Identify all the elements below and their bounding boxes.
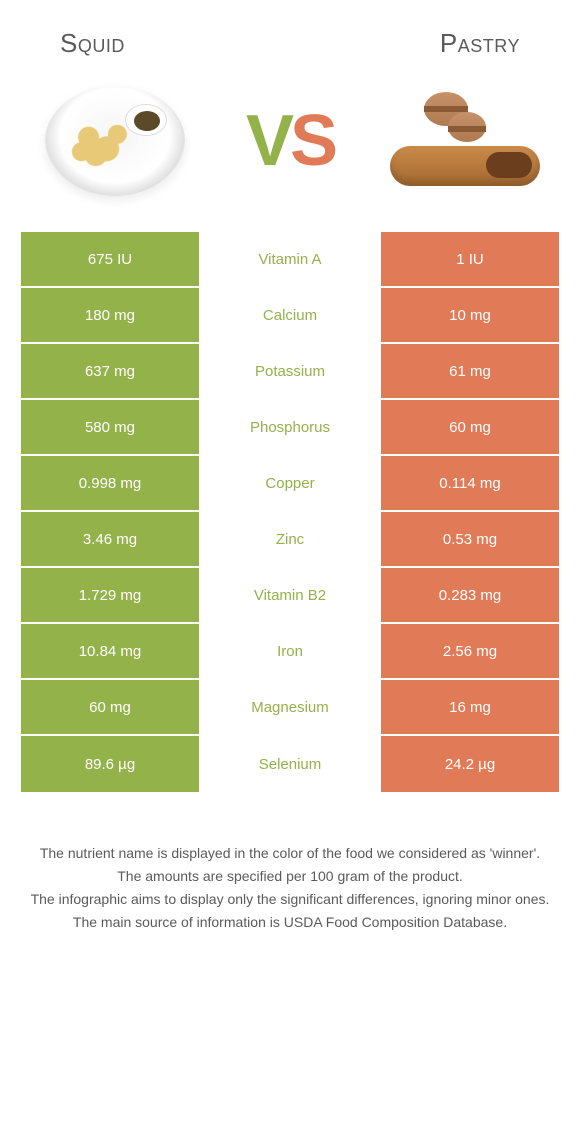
table-row: 0.998 mgCopper0.114 mg xyxy=(21,456,559,512)
table-row: 675 IUVitamin A1 IU xyxy=(21,232,559,288)
right-value-cell: 24.2 µg xyxy=(381,736,559,792)
nutrient-name-cell: Selenium xyxy=(201,736,381,792)
left-value-cell: 580 mg xyxy=(21,400,201,454)
vs-badge: VS xyxy=(246,100,334,182)
left-food-image xyxy=(40,81,190,201)
left-value-cell: 637 mg xyxy=(21,344,201,398)
footer-line-1: The nutrient name is displayed in the co… xyxy=(30,843,550,864)
nutrient-name-cell: Phosphorus xyxy=(201,400,381,454)
footer-line-2: The amounts are specified per 100 gram o… xyxy=(30,866,550,887)
table-row: 1.729 mgVitamin B20.283 mg xyxy=(21,568,559,624)
vs-letter-s: S xyxy=(290,100,334,182)
squid-plate-icon xyxy=(45,86,185,196)
right-value-cell: 60 mg xyxy=(381,400,559,454)
left-food-title: Squid xyxy=(60,28,125,59)
nutrient-name-cell: Magnesium xyxy=(201,680,381,734)
footer-notes: The nutrient name is displayed in the co… xyxy=(30,843,550,933)
nutrient-name-cell: Copper xyxy=(201,456,381,510)
nutrient-name-cell: Iron xyxy=(201,624,381,678)
nutrient-name-cell: Calcium xyxy=(201,288,381,342)
right-value-cell: 1 IU xyxy=(381,232,559,286)
left-value-cell: 10.84 mg xyxy=(21,624,201,678)
image-row: VS xyxy=(0,71,580,231)
table-row: 3.46 mgZinc0.53 mg xyxy=(21,512,559,568)
nutrient-name-cell: Vitamin B2 xyxy=(201,568,381,622)
table-row: 637 mgPotassium61 mg xyxy=(21,344,559,400)
table-row: 10.84 mgIron2.56 mg xyxy=(21,624,559,680)
table-row: 180 mgCalcium10 mg xyxy=(21,288,559,344)
header: Squid Pastry xyxy=(0,0,580,71)
right-value-cell: 0.283 mg xyxy=(381,568,559,622)
nutrient-name-cell: Zinc xyxy=(201,512,381,566)
left-value-cell: 60 mg xyxy=(21,680,201,734)
table-row: 580 mgPhosphorus60 mg xyxy=(21,400,559,456)
pastry-icon xyxy=(390,86,540,196)
right-food-title: Pastry xyxy=(440,28,520,59)
right-value-cell: 61 mg xyxy=(381,344,559,398)
right-food-image xyxy=(390,81,540,201)
left-value-cell: 675 IU xyxy=(21,232,201,286)
left-value-cell: 3.46 mg xyxy=(21,512,201,566)
right-value-cell: 16 mg xyxy=(381,680,559,734)
table-row: 89.6 µgSelenium24.2 µg xyxy=(21,736,559,792)
footer-line-4: The main source of information is USDA F… xyxy=(30,912,550,933)
right-value-cell: 0.114 mg xyxy=(381,456,559,510)
vs-letter-v: V xyxy=(246,100,290,182)
left-value-cell: 89.6 µg xyxy=(21,736,201,792)
left-value-cell: 1.729 mg xyxy=(21,568,201,622)
right-value-cell: 2.56 mg xyxy=(381,624,559,678)
table-row: 60 mgMagnesium16 mg xyxy=(21,680,559,736)
footer-line-3: The infographic aims to display only the… xyxy=(30,889,550,910)
left-value-cell: 0.998 mg xyxy=(21,456,201,510)
nutrient-table: 675 IUVitamin A1 IU180 mgCalcium10 mg637… xyxy=(20,231,560,793)
left-value-cell: 180 mg xyxy=(21,288,201,342)
right-value-cell: 0.53 mg xyxy=(381,512,559,566)
right-value-cell: 10 mg xyxy=(381,288,559,342)
nutrient-name-cell: Potassium xyxy=(201,344,381,398)
nutrient-name-cell: Vitamin A xyxy=(201,232,381,286)
